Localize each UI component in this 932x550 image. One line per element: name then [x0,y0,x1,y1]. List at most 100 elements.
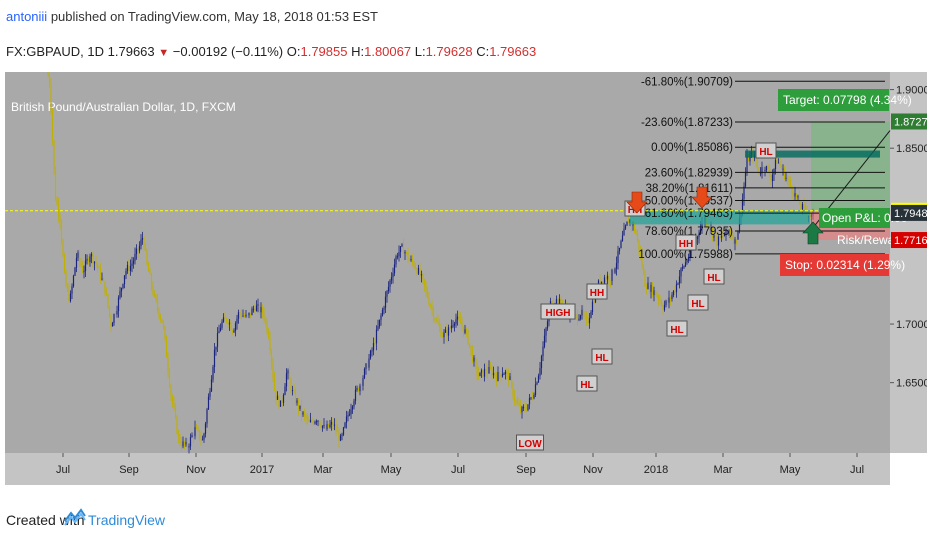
down-arrow-icon: ▼ [158,47,170,59]
candle-body [633,224,636,232]
price-tag-box [891,232,927,249]
candle-body [642,266,645,273]
candle-body [440,327,442,337]
candle-body [147,263,150,272]
price-chart[interactable]: British Pound/Australian Dollar, 1D, FXC… [5,72,927,485]
candle-body [162,322,165,327]
candle-body [56,199,58,204]
candle-body [530,397,532,399]
candle-body [584,314,586,317]
candle-body [377,326,379,330]
candle-body [348,414,351,416]
candle-body [350,409,352,415]
tradingview-brand[interactable]: TradingView [88,512,166,528]
candle-body [737,231,739,240]
sell-arrow-icon [691,186,713,209]
candle-body [62,240,64,256]
candle-body [324,424,327,430]
candle-body [689,249,691,258]
candle-body [101,278,103,280]
candle-body [66,286,69,290]
close-label: C: [476,44,490,59]
candle-body [128,265,130,271]
candle-body [303,412,306,416]
tradingview-logo-icon [64,508,86,526]
open-pl-box [819,208,890,228]
candle-body [408,259,411,261]
target-label-box [778,89,889,111]
candle-body [156,300,159,309]
candle-body [71,286,73,294]
publish-line: antoniii published on TradingView.com, M… [6,9,378,24]
candle-body [432,309,435,319]
candle-body [471,349,474,362]
candle-body [542,346,544,357]
candle-body [468,343,471,346]
candle-body [249,312,252,316]
fib-level-label: 100.00%(1.75988) [638,249,733,261]
candle-body [498,372,501,375]
candle-body [279,400,282,407]
candle-body [260,307,262,313]
sell-arrow-icon [626,191,648,214]
candle-body [714,235,717,237]
chart-area[interactable]: British Pound/Australian Dollar, 1D, FXC… [5,72,927,485]
candle-body [98,267,100,269]
candle-body [231,329,234,333]
candle-body [234,323,237,331]
candle-body [318,420,321,425]
candle-body [138,245,141,251]
candle-body [447,327,450,336]
candle-body [746,155,748,174]
candle-body [351,406,354,410]
candle-body [467,330,469,344]
candle-body [738,218,741,232]
candle-body [197,428,199,431]
target-zone [811,121,890,211]
candle-body [326,424,328,430]
candle-body [186,442,189,448]
candle-body [749,155,751,162]
candle-body [201,439,204,441]
candle-body [720,235,723,238]
candle-body [425,285,427,291]
candle-body [209,391,211,397]
candle-body [512,383,514,396]
candle-body [587,319,589,324]
candle-body [608,275,610,281]
buy-arrow-icon [802,221,824,245]
candle-body [77,252,79,258]
candle-body [359,385,361,392]
candle-body [686,260,688,263]
candle-body [788,179,790,181]
candle-body [717,236,720,246]
candle-body [393,264,396,274]
fib-level-label: 78.60%(1.77935) [645,226,733,238]
plot-background [5,72,890,453]
candle-body [195,427,198,429]
candle-body [504,371,507,374]
candle-body [539,368,541,376]
footer: Created with TradingView [0,485,932,550]
candle-body [107,294,109,307]
candle-body [219,327,222,332]
candle-body [510,376,513,384]
candle-body [755,154,757,163]
candle-body [600,281,603,286]
fib-level-label: 38.20%(1.81611) [646,183,734,195]
candle-body [507,371,510,381]
candle-body [276,395,279,400]
chart-header: antoniii published on TradingView.com, M… [0,0,932,72]
candle-body [210,379,213,392]
candle-body [519,405,522,413]
candle-body [341,434,343,436]
author-link[interactable]: antoniii [6,9,48,24]
x-tick-label: Nov [583,464,603,476]
candle-body [236,318,238,324]
swing-label-box [755,142,777,159]
candle-body [579,315,582,319]
candle-body [261,307,264,313]
candle-body [438,324,441,328]
swing-label-box [687,294,709,311]
candle-body [164,326,166,338]
